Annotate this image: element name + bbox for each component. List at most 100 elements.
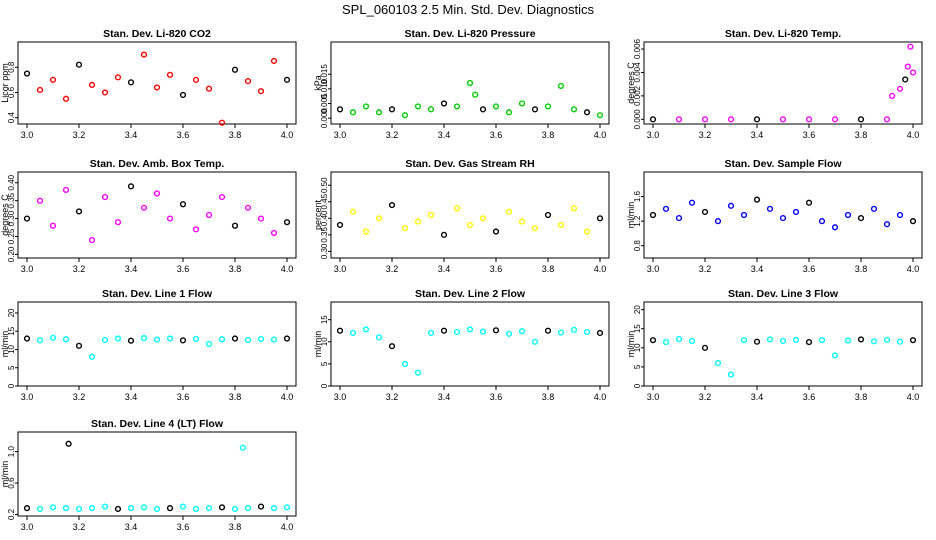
- y-axis-label: ml/min: [0, 331, 10, 358]
- data-point: [375, 109, 383, 116]
- data-point: [349, 208, 357, 215]
- data-point: [727, 202, 735, 209]
- y-tick-label: 0.8: [633, 240, 642, 252]
- data-point: [179, 91, 187, 99]
- x-tick-label: 3.4: [438, 264, 451, 274]
- data-point: [857, 214, 865, 222]
- y-tick-label: 1.6: [633, 190, 642, 202]
- data-point: [753, 196, 761, 203]
- data-point: [239, 444, 246, 451]
- y-tick-label: 0.002: [633, 85, 642, 106]
- data-point: [114, 219, 122, 226]
- x-tick-label: 3.8: [542, 392, 555, 402]
- data-point: [231, 505, 239, 513]
- data-point: [440, 327, 448, 334]
- data-point: [753, 116, 761, 123]
- chart-title: Stan. Dev. Sample Flow: [724, 158, 842, 170]
- data-point: [688, 199, 696, 206]
- data-point: [75, 505, 83, 513]
- data-point: [544, 103, 552, 110]
- data-point: [414, 369, 422, 376]
- data-point: [283, 219, 291, 226]
- y-tick-label: 10: [320, 337, 329, 346]
- chart-panel-7: Stan. Dev. Line 1 Flow ml/min 3.0 3.2 3.4 3.6…: [0, 288, 297, 402]
- x-tick-label: 3.8: [229, 522, 242, 532]
- x-tick-label: 4.0: [594, 264, 607, 274]
- x-tick-label: 3.6: [803, 392, 816, 402]
- y-tick-label: 20: [7, 308, 16, 317]
- x-tick-label: 3.0: [334, 130, 347, 140]
- data-point: [440, 100, 448, 107]
- data-point: [740, 337, 748, 344]
- data-point: [101, 336, 109, 344]
- y-tick-label: 0.2: [7, 508, 16, 520]
- y-tick-label: 1.0: [7, 446, 16, 458]
- data-point: [166, 215, 174, 222]
- data-point: [414, 103, 422, 110]
- data-point: [844, 337, 852, 344]
- data-point: [662, 338, 670, 346]
- data-point: [883, 336, 891, 343]
- y-tick-label: 0.6: [7, 477, 16, 489]
- x-tick-label: 3.0: [21, 264, 34, 274]
- data-point: [544, 327, 552, 334]
- data-point: [902, 76, 909, 83]
- data-point: [883, 116, 891, 123]
- x-tick-label: 3.4: [751, 130, 764, 140]
- y-axis-label: ml/min: [626, 331, 636, 358]
- data-point: [336, 106, 344, 113]
- data-point: [231, 222, 239, 229]
- chart-title: Stan. Dev. Li-820 Pressure: [404, 28, 535, 40]
- data-point: [531, 225, 539, 232]
- y-tick-label: 0.25: [7, 228, 16, 244]
- x-tick-label: 3.6: [803, 130, 816, 140]
- y-tick-label: 0: [633, 383, 642, 388]
- x-tick-label: 3.6: [177, 392, 190, 402]
- y-tick-label: 0.005: [320, 93, 329, 114]
- data-point: [479, 106, 487, 113]
- data-point: [870, 205, 878, 212]
- data-point: [596, 112, 604, 119]
- data-point: [218, 193, 226, 201]
- y-tick-label: 0.000: [633, 109, 642, 130]
- data-point: [114, 505, 122, 513]
- x-tick-label: 4.0: [281, 392, 294, 402]
- chart-panel-6: Stan. Dev. Sample Flow ml/min 3.0 3.2 3.4 3.6…: [626, 158, 923, 274]
- data-point: [205, 85, 213, 92]
- x-tick-label: 3.0: [21, 522, 34, 532]
- data-point: [831, 224, 839, 231]
- data-point: [649, 211, 657, 219]
- data-point: [36, 337, 44, 344]
- plot-frame: [17, 171, 297, 259]
- data-point: [205, 211, 213, 219]
- x-tick-label: 3.2: [386, 130, 399, 140]
- x-tick-label: 3.4: [751, 392, 764, 402]
- x-tick-label: 3.0: [334, 264, 347, 274]
- x-tick-label: 4.0: [594, 130, 607, 140]
- data-point: [336, 221, 344, 229]
- data-point: [192, 335, 200, 342]
- data-point: [179, 337, 187, 344]
- data-point: [75, 342, 83, 349]
- data-point: [49, 76, 57, 83]
- data-point: [583, 109, 591, 116]
- data-point: [166, 505, 174, 512]
- chart-panel-2: Stan. Dev. Li-820 Pressure kPa 3.0 3.2 3.4 3.…: [313, 28, 610, 140]
- y-tick-label: 0.40: [7, 174, 16, 190]
- y-tick-label: 15: [633, 324, 642, 333]
- plot-frame: [330, 301, 610, 387]
- data-point: [401, 112, 409, 119]
- data-point: [453, 205, 461, 212]
- data-point: [140, 335, 148, 342]
- chart-title: Stan. Dev. Line 3 Flow: [728, 288, 839, 300]
- plot-frame: [17, 431, 297, 517]
- data-point: [649, 116, 657, 123]
- x-tick-label: 3.8: [542, 264, 555, 274]
- x-tick-label: 4.0: [907, 264, 920, 274]
- data-point: [675, 116, 683, 123]
- data-point: [140, 204, 148, 211]
- x-tick-label: 4.0: [594, 392, 607, 402]
- data-point: [701, 344, 709, 351]
- data-point: [153, 505, 161, 513]
